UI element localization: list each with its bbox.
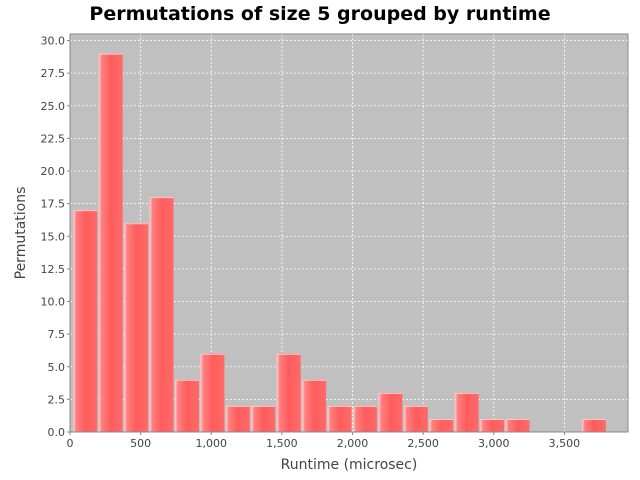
y-tick-label: 12.5	[41, 263, 66, 276]
y-tick-label: 15.0	[41, 230, 66, 243]
bar-body	[251, 405, 276, 432]
bar	[175, 379, 199, 432]
bar	[505, 418, 530, 432]
bar	[327, 405, 352, 432]
x-tick-label: 2,500	[407, 437, 439, 450]
bar	[403, 405, 428, 432]
axes: 0.0 2.5 5.0 7.5 10.0 12.5 15.0 17.5 20.0 22.5 25.0…	[41, 33, 629, 450]
y-tick-label: 30.0	[41, 35, 66, 48]
bar-body	[505, 418, 530, 432]
x-tick-label: 3,000	[478, 437, 510, 450]
bar-body	[581, 418, 606, 432]
y-tick-label: 22.5	[41, 132, 66, 145]
x-tick-label: 3,500	[549, 437, 581, 450]
y-tick-label: 0.0	[48, 426, 66, 439]
bar	[581, 418, 606, 432]
y-tick-label: 17.5	[41, 198, 66, 211]
bar-body	[302, 379, 327, 432]
bar	[225, 405, 250, 432]
bar	[200, 353, 225, 432]
bar	[454, 392, 479, 432]
bar-body	[429, 418, 454, 432]
bar-body	[327, 405, 352, 432]
y-tick-label: 5.0	[48, 361, 66, 374]
bar-body	[225, 405, 250, 432]
x-tick-label: 1,000	[196, 437, 228, 450]
x-axis-label: Runtime (microsec)	[281, 457, 418, 473]
bar-body	[149, 197, 174, 432]
bar	[98, 53, 123, 433]
bar	[429, 418, 454, 432]
bar	[149, 197, 174, 432]
x-tick-label: 2,000	[337, 437, 369, 450]
x-tick-label: 500	[130, 437, 151, 450]
bar-body	[353, 405, 377, 432]
x-tick-label: 0	[67, 437, 74, 450]
bar-body	[276, 353, 301, 432]
bar-body	[175, 379, 199, 432]
bar	[302, 379, 327, 432]
bar-body	[378, 392, 403, 432]
y-tick-label: 27.5	[41, 67, 66, 80]
x-tick-label: 1,500	[266, 437, 298, 450]
bar	[480, 418, 505, 432]
chart-title: Permutations of size 5 grouped by runtim…	[89, 3, 551, 25]
bar	[378, 392, 403, 432]
y-tick-label: 2.5	[48, 393, 66, 406]
bar	[73, 210, 98, 432]
y-axis-label: Permutations	[13, 187, 29, 280]
bar-body	[454, 392, 479, 432]
y-tick-label: 20.0	[41, 165, 66, 178]
plot-border	[69, 33, 629, 433]
bar-body	[480, 418, 505, 432]
bar	[353, 405, 377, 432]
y-tick-label: 25.0	[41, 100, 66, 113]
bar-body	[124, 223, 149, 432]
bar-body	[200, 353, 225, 432]
bar-body	[98, 53, 123, 433]
bar-body	[73, 210, 98, 432]
bar-body	[403, 405, 428, 432]
bars	[73, 53, 606, 433]
bar	[124, 223, 149, 432]
y-tick-label: 7.5	[48, 328, 66, 341]
y-tick-label: 10.0	[41, 296, 66, 309]
bar	[251, 405, 276, 432]
bar	[276, 353, 301, 432]
